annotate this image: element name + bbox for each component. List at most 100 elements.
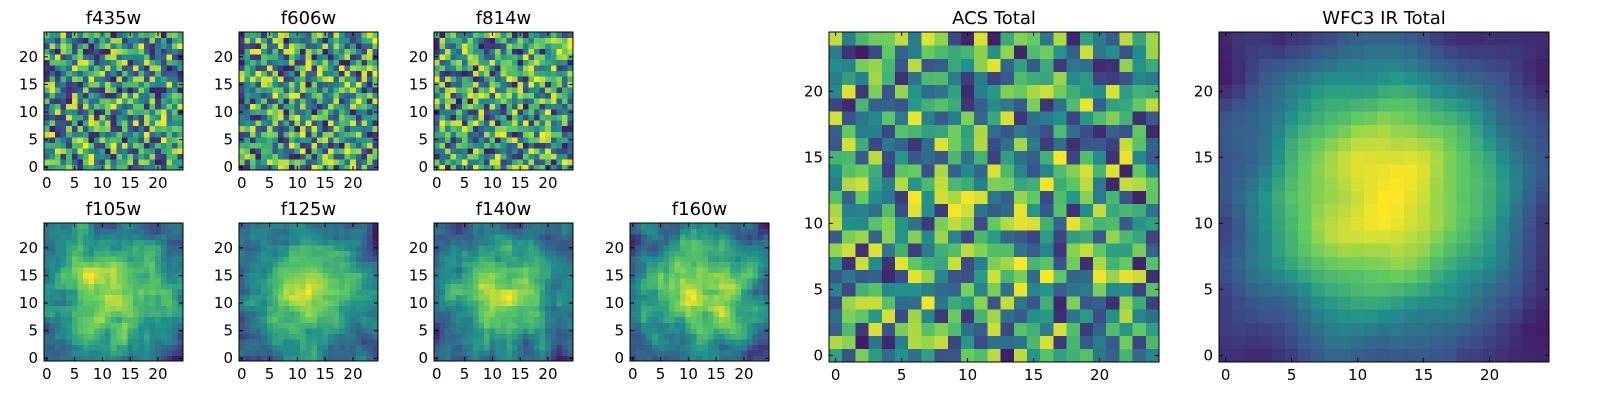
heatmap-cell — [71, 158, 78, 165]
heatmap-cell — [372, 311, 379, 318]
heatmap-cell — [244, 245, 251, 251]
heatmap-cell — [49, 125, 56, 132]
heatmap-cell — [680, 223, 686, 229]
heatmap-cell — [550, 147, 557, 154]
heatmap-cell — [539, 338, 546, 345]
heatmap-cell — [239, 158, 245, 165]
heatmap-cell — [94, 245, 100, 251]
heatmap-cell — [266, 136, 273, 143]
heatmap-cell — [528, 125, 535, 132]
heatmap-cell — [763, 338, 770, 345]
heatmap-cell — [250, 70, 257, 77]
heatmap-cell — [757, 344, 764, 351]
heatmap-cell — [138, 305, 145, 312]
heatmap-cell — [132, 103, 139, 110]
heatmap-cell — [339, 103, 346, 110]
heatmap-cell — [49, 256, 56, 263]
heatmap-cell — [763, 234, 770, 240]
heatmap-cell — [77, 76, 84, 83]
heatmap-cell — [868, 150, 883, 165]
heatmap-cell — [355, 311, 362, 318]
heatmap-cell — [127, 76, 134, 83]
heatmap-cell — [305, 114, 312, 121]
heatmap-cell — [472, 327, 479, 334]
heatmap-cell — [652, 283, 659, 290]
heatmap-cell — [456, 142, 463, 149]
heatmap-cell — [239, 239, 245, 246]
heatmap-cell — [855, 309, 869, 323]
heatmap-cell — [702, 245, 709, 251]
heatmap-cell — [344, 153, 351, 160]
heatmap-cell — [528, 322, 535, 329]
heatmap-cell — [1027, 216, 1041, 231]
heatmap-cell — [127, 289, 134, 296]
heatmap-cell — [539, 305, 546, 312]
heatmap-cell — [289, 131, 295, 138]
heatmap-cell — [266, 267, 273, 274]
heatmap-cell — [339, 278, 346, 285]
heatmap-cell — [322, 109, 329, 116]
heatmap-cell — [691, 349, 698, 356]
heatmap-cell — [696, 322, 703, 329]
heatmap-cell — [239, 338, 245, 345]
heatmap-cell — [495, 48, 502, 55]
heatmap-cell — [333, 136, 340, 143]
heatmap-cell — [534, 223, 541, 229]
heatmap-cell — [105, 164, 112, 171]
heatmap-cell — [311, 37, 318, 44]
heatmap-cell — [511, 76, 518, 83]
heatmap-cell — [88, 37, 95, 44]
heatmap-cell — [289, 114, 295, 121]
heatmap-cell — [82, 256, 89, 263]
heatmap-cell — [77, 256, 84, 263]
heatmap-cell — [239, 98, 245, 105]
heatmap-cell — [484, 294, 490, 301]
heatmap-cell — [895, 243, 909, 257]
heatmap-cell — [82, 300, 89, 307]
heatmap-cell — [434, 65, 440, 72]
heatmap-cell — [333, 87, 340, 94]
heatmap-cell — [110, 43, 117, 49]
heatmap-cell — [361, 76, 368, 83]
heatmap-cell — [160, 114, 167, 121]
heatmap-cell — [1013, 269, 1028, 284]
heatmap-cell — [1000, 190, 1015, 204]
heatmap-cell — [663, 305, 670, 312]
heatmap-cell — [1027, 256, 1041, 270]
heatmap-cell — [511, 234, 518, 240]
heatmap-cell — [1119, 230, 1133, 244]
heatmap-cell — [66, 142, 73, 149]
heatmap-cell — [450, 59, 457, 66]
heatmap-cell — [171, 289, 178, 296]
heatmap-cell — [1053, 335, 1067, 350]
heatmap-cell — [630, 305, 636, 312]
heatmap-cell — [55, 54, 62, 60]
heatmap-cell — [472, 114, 479, 121]
heatmap-cell — [1119, 282, 1133, 297]
heatmap-cell — [177, 338, 184, 345]
heatmap-cell — [255, 267, 262, 274]
heatmap-cell — [691, 311, 698, 318]
heatmap-cell — [1106, 269, 1120, 284]
heatmap-cell — [289, 76, 295, 83]
heatmap-cell — [361, 158, 368, 165]
heatmap-cell — [110, 333, 117, 340]
heatmap-cell — [277, 245, 284, 251]
heatmap-cell — [266, 327, 273, 334]
heatmap-cell — [528, 261, 535, 268]
heatmap-cell — [316, 267, 323, 274]
heatmap-cell — [49, 32, 56, 38]
heatmap-cell — [77, 294, 84, 301]
heatmap-cell — [305, 267, 312, 274]
heatmap-cell — [149, 142, 156, 149]
heatmap-cell — [635, 322, 642, 329]
heatmap-cell — [250, 283, 257, 290]
heatmap-cell — [339, 48, 346, 55]
heatmap-cell — [1027, 203, 1041, 218]
heatmap-cell — [244, 311, 251, 318]
heatmap-cell — [657, 305, 664, 312]
heatmap-cell — [132, 76, 139, 83]
heatmap-cell — [517, 338, 524, 345]
heatmap-cell — [166, 103, 173, 110]
heatmap-cell — [724, 349, 731, 356]
